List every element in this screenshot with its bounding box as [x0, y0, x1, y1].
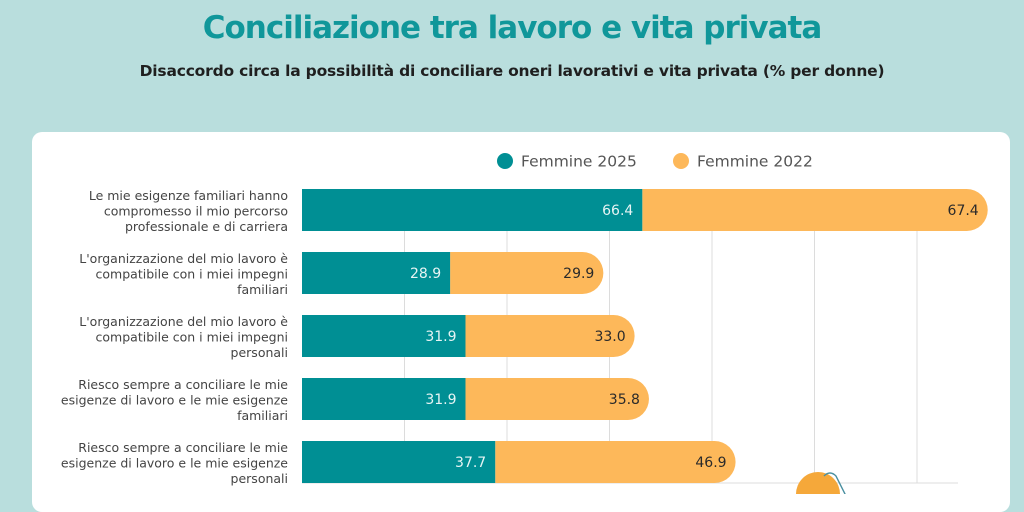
- data-label-2025: 31.9: [425, 329, 456, 345]
- legend-swatch: [673, 153, 689, 169]
- category-labels: Le mie esigenze familiari hanno compromes…: [61, 188, 288, 486]
- bar-femmine-2022: [465, 378, 649, 420]
- bar-femmine-2025: [302, 441, 496, 483]
- bar-femmine-2022: [495, 441, 736, 483]
- data-label-2025: 37.7: [455, 455, 486, 471]
- bars: 66.4 67.4 28.9 29.9 31.9 33.0 31.9 35.8 37.7 46.9: [302, 189, 988, 483]
- bar-femmine-2025: [302, 189, 643, 231]
- data-label-2022: 67.4: [948, 203, 979, 219]
- data-label-2025: 31.9: [425, 392, 456, 408]
- bar-femmine-2025: [302, 378, 466, 420]
- bar-chart: Femmine 2025 Femmine 2022 Le mie esigenze…: [61, 153, 988, 494]
- data-label-2025: 28.9: [410, 266, 441, 282]
- chart-title: Conciliazione tra lavoro e vita privata: [202, 10, 823, 46]
- decorative-hand-icon: [823, 472, 846, 494]
- data-label-2022: 35.8: [609, 392, 640, 408]
- data-label-2022: 46.9: [695, 455, 726, 471]
- legend-label: Femmine 2022: [697, 153, 813, 171]
- bar-femmine-2022: [642, 189, 988, 231]
- category-label: Le mie esigenze familiari hanno compromes…: [89, 188, 288, 234]
- category-label: L'organizzazione del mio lavoro è compati…: [79, 251, 288, 297]
- data-label-2025: 66.4: [602, 203, 633, 219]
- category-label: Riesco sempre a conciliare le mie esigenz…: [61, 377, 288, 423]
- chart-subtitle: Disaccordo circa la possibilità di conci…: [139, 62, 885, 80]
- data-label-2022: 33.0: [594, 329, 625, 345]
- bar-femmine-2025: [302, 315, 466, 357]
- bar-femmine-2022: [450, 252, 604, 294]
- category-label: L'organizzazione del mio lavoro è compati…: [79, 314, 288, 360]
- category-label: Riesco sempre a conciliare le mie esigenz…: [61, 440, 288, 486]
- decorative-circle: [796, 472, 840, 494]
- bar-femmine-2025: [302, 252, 451, 294]
- legend: Femmine 2025 Femmine 2022: [497, 153, 813, 171]
- decoration: [796, 472, 846, 494]
- legend-swatch: [497, 153, 513, 169]
- legend-label: Femmine 2025: [521, 153, 637, 171]
- data-label-2022: 29.9: [563, 266, 594, 282]
- bar-femmine-2022: [465, 315, 635, 357]
